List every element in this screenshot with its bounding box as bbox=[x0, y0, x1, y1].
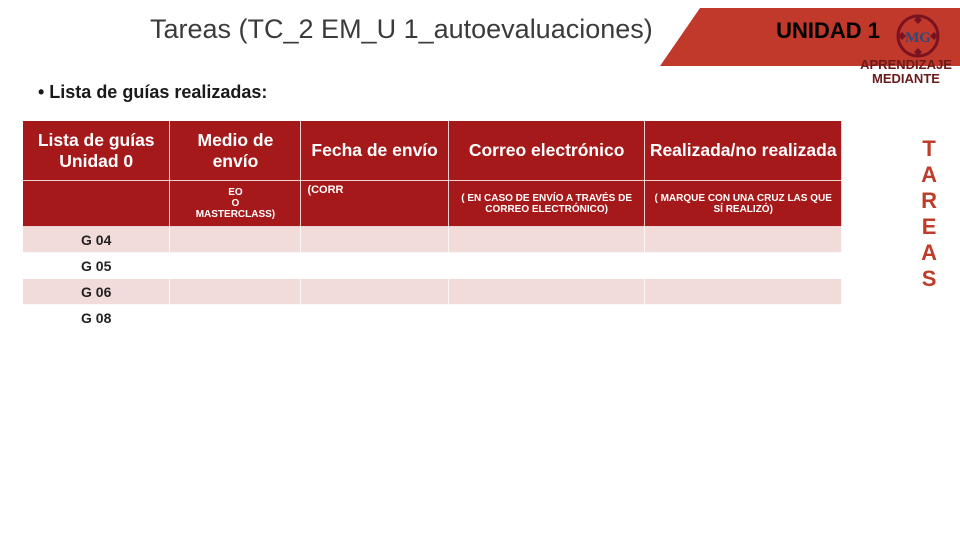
data-cell bbox=[170, 227, 301, 253]
page-title: Tareas (TC_2 EM_U 1_autoevaluaciones) bbox=[150, 14, 653, 45]
data-cell bbox=[301, 253, 448, 279]
data-cell bbox=[645, 305, 842, 331]
table-subheader-row: EO O MASTERCLASS)(CORR( EN CASO DE ENVÍO… bbox=[23, 181, 842, 227]
data-cell bbox=[448, 279, 645, 305]
data-cell bbox=[170, 253, 301, 279]
side-letter: T bbox=[922, 136, 936, 162]
table-header-cell: Realizada/no realizada bbox=[645, 121, 842, 181]
table-subheader-cell: (CORR bbox=[301, 181, 448, 227]
bullet-list-intro: • Lista de guías realizadas: bbox=[38, 82, 267, 103]
row-label-cell: G 05 bbox=[23, 253, 170, 279]
table-header-cell: Lista de guías Unidad 0 bbox=[23, 121, 170, 181]
side-letter: E bbox=[922, 214, 938, 240]
table-subheader-cell: ( EN CASO DE ENVÍO A TRAVÉS DE CORREO EL… bbox=[448, 181, 645, 227]
title-bar: Tareas (TC_2 EM_U 1_autoevaluaciones) UN… bbox=[0, 8, 960, 58]
table-header-cell: Correo electrónico bbox=[448, 121, 645, 181]
svg-text:MG: MG bbox=[905, 30, 931, 46]
side-letter: R bbox=[921, 188, 938, 214]
data-cell bbox=[448, 253, 645, 279]
table-subheader-cell bbox=[23, 181, 170, 227]
side-letter: A bbox=[921, 240, 938, 266]
vertical-side-label: TAREAS bbox=[921, 136, 938, 292]
data-cell bbox=[645, 253, 842, 279]
table-header-row: Lista de guías Unidad 0Medio de envíoFec… bbox=[23, 121, 842, 181]
side-letter: A bbox=[921, 162, 938, 188]
data-cell bbox=[645, 279, 842, 305]
logo-badge: MG bbox=[894, 12, 942, 60]
table-row: G 08 bbox=[23, 305, 842, 331]
table-subheader-cell: EO O MASTERCLASS) bbox=[170, 181, 301, 227]
data-cell bbox=[301, 305, 448, 331]
data-cell bbox=[448, 305, 645, 331]
table-subheader-cell: ( MARQUE CON UNA CRUZ LAS QUE SÍ REALIZÓ… bbox=[645, 181, 842, 227]
subheader-text: APRENDIZAJE MEDIANTE bbox=[858, 58, 954, 86]
side-letter: S bbox=[922, 266, 938, 292]
guides-table: Lista de guías Unidad 0Medio de envíoFec… bbox=[22, 120, 842, 331]
row-label-cell: G 04 bbox=[23, 227, 170, 253]
table-header-cell: Fecha de envío bbox=[301, 121, 448, 181]
table-row: G 06 bbox=[23, 279, 842, 305]
table-row: G 05 bbox=[23, 253, 842, 279]
unit-badge: UNIDAD 1 bbox=[776, 18, 880, 44]
row-label-cell: G 06 bbox=[23, 279, 170, 305]
data-cell bbox=[448, 227, 645, 253]
table-row: G 04 bbox=[23, 227, 842, 253]
data-cell bbox=[170, 305, 301, 331]
data-cell bbox=[301, 279, 448, 305]
data-cell bbox=[170, 279, 301, 305]
table-header-cell: Medio de envío bbox=[170, 121, 301, 181]
data-cell bbox=[301, 227, 448, 253]
data-cell bbox=[645, 227, 842, 253]
row-label-cell: G 08 bbox=[23, 305, 170, 331]
